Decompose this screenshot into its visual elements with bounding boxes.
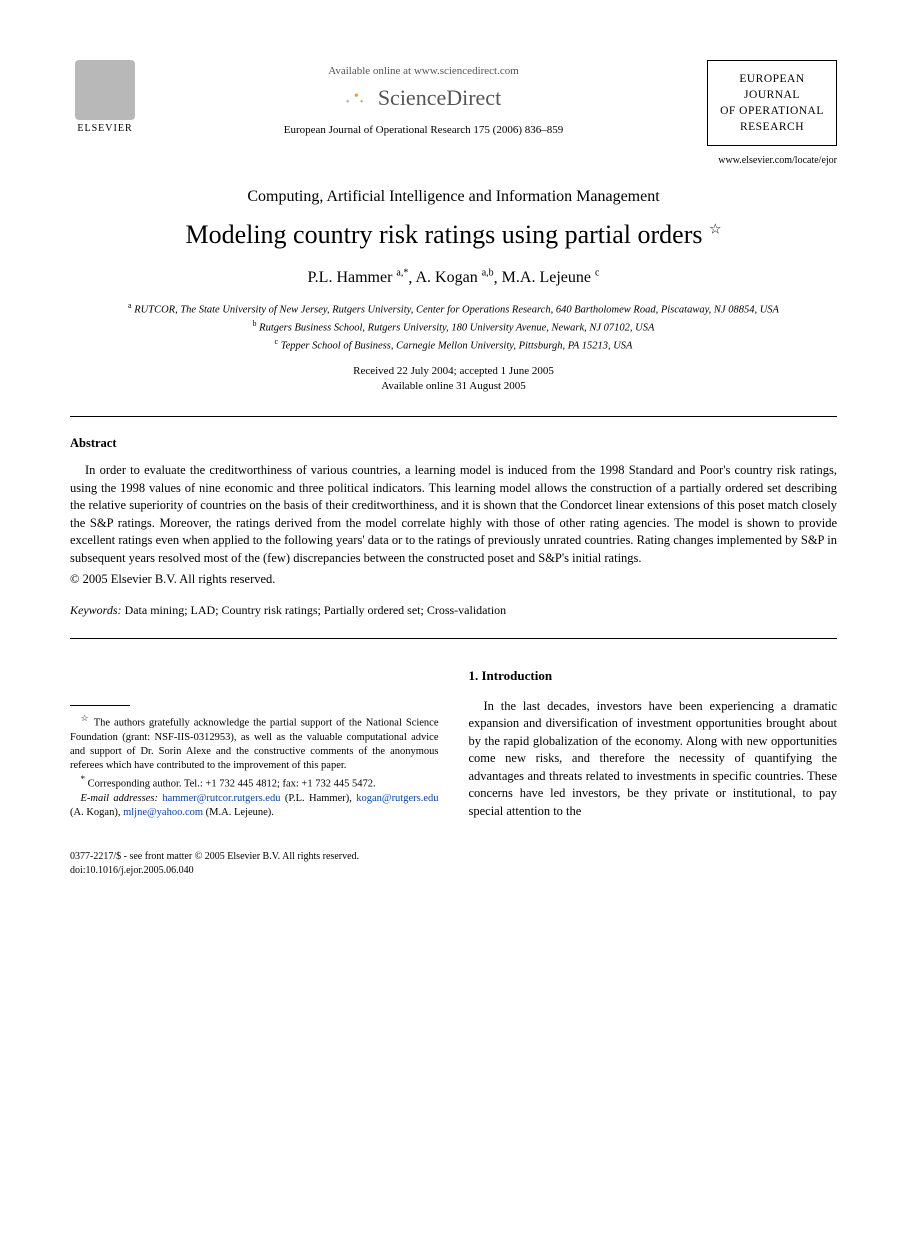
paper-title-text: Modeling country risk ratings using part… bbox=[185, 220, 702, 249]
available-date: Available online 31 August 2005 bbox=[70, 379, 837, 394]
citation-line: European Journal of Operational Research… bbox=[140, 123, 707, 138]
keywords-label: Keywords: bbox=[70, 603, 122, 617]
affiliation-a: a RUTCOR, The State University of New Je… bbox=[70, 300, 837, 318]
paper-title: Modeling country risk ratings using part… bbox=[70, 217, 837, 252]
received-date: Received 22 July 2004; accepted 1 June 2… bbox=[70, 364, 837, 379]
journal-box-line3: OF OPERATIONAL bbox=[714, 103, 830, 119]
author-3: M.A. Lejeune c bbox=[502, 269, 600, 286]
doi-line: doi:10.1016/j.ejor.2005.06.040 bbox=[70, 864, 837, 878]
author-2-marks: a,b bbox=[482, 268, 494, 279]
journal-box-line4: RESEARCH bbox=[714, 119, 830, 135]
journal-box-line2: JOURNAL bbox=[714, 87, 830, 103]
affiliations: a RUTCOR, The State University of New Je… bbox=[70, 300, 837, 353]
sciencedirect-logo: ScienceDirect bbox=[140, 83, 707, 113]
publisher-name: ELSEVIER bbox=[70, 122, 140, 136]
footnote-emails: E-mail addresses: hammer@rutcor.rutgers.… bbox=[70, 792, 439, 820]
intro-heading: 1. Introduction bbox=[469, 667, 838, 685]
footnote-separator bbox=[70, 705, 130, 706]
keywords-text: Data mining; LAD; Country risk ratings; … bbox=[125, 603, 507, 617]
elsevier-tree-icon bbox=[75, 60, 135, 120]
divider-bottom bbox=[70, 638, 837, 639]
footer-info: 0377-2217/$ - see front matter © 2005 El… bbox=[70, 850, 837, 878]
keywords-line: Keywords: Data mining; LAD; Country risk… bbox=[70, 602, 837, 618]
sciencedirect-dots-icon bbox=[346, 92, 376, 108]
section-category: Computing, Artificial Intelligence and I… bbox=[70, 186, 837, 208]
affiliation-b: b Rutgers Business School, Rutgers Unive… bbox=[70, 318, 837, 336]
authors-line: P.L. Hammer a,*, A. Kogan a,b, M.A. Leje… bbox=[70, 267, 837, 289]
title-footnote-marker: ☆ bbox=[709, 223, 722, 238]
abstract-copyright: © 2005 Elsevier B.V. All rights reserved… bbox=[70, 571, 837, 588]
available-online-text: Available online at www.sciencedirect.co… bbox=[140, 64, 707, 79]
email-label: E-mail addresses: bbox=[81, 793, 158, 804]
left-column: ☆ The authors gratefully acknowledge the… bbox=[70, 667, 439, 820]
divider-top bbox=[70, 416, 837, 417]
front-matter-line: 0377-2217/$ - see front matter © 2005 El… bbox=[70, 850, 837, 864]
author-2: A. Kogan a,b bbox=[416, 269, 494, 286]
footnote-corresponding: * Corresponding author. Tel.: +1 732 445… bbox=[70, 773, 439, 792]
journal-box-line1: EUROPEAN bbox=[714, 71, 830, 87]
affiliation-c: c Tepper School of Business, Carnegie Me… bbox=[70, 336, 837, 354]
email-link-1[interactable]: hammer@rutcor.rutgers.edu bbox=[162, 793, 280, 804]
footnote-star-icon: ☆ bbox=[81, 713, 90, 723]
platform-name: ScienceDirect bbox=[378, 85, 501, 110]
journal-url[interactable]: www.elsevier.com/locate/ejor bbox=[70, 154, 837, 168]
footnote-acknowledgment: ☆ The authors gratefully acknowledge the… bbox=[70, 712, 439, 773]
footnote-asterisk-icon: * bbox=[81, 774, 86, 784]
center-header: Available online at www.sciencedirect.co… bbox=[140, 60, 707, 137]
header-row: ELSEVIER Available online at www.science… bbox=[70, 60, 837, 146]
author-1-marks: a,* bbox=[396, 268, 408, 279]
two-column-body: ☆ The authors gratefully acknowledge the… bbox=[70, 667, 837, 820]
elsevier-logo: ELSEVIER bbox=[70, 60, 140, 136]
author-1: P.L. Hammer a,* bbox=[308, 269, 409, 286]
publication-dates: Received 22 July 2004; accepted 1 June 2… bbox=[70, 364, 837, 395]
email-link-2[interactable]: kogan@rutgers.edu bbox=[356, 793, 438, 804]
abstract-heading: Abstract bbox=[70, 435, 837, 452]
journal-title-box: EUROPEAN JOURNAL OF OPERATIONAL RESEARCH bbox=[707, 60, 837, 146]
abstract-text: In order to evaluate the creditworthines… bbox=[70, 462, 837, 567]
email-link-3[interactable]: mljne@yahoo.com bbox=[123, 807, 203, 818]
author-3-marks: c bbox=[595, 268, 599, 279]
intro-para-1: In the last decades, investors have been… bbox=[469, 698, 838, 821]
right-column: 1. Introduction In the last decades, inv… bbox=[469, 667, 838, 820]
